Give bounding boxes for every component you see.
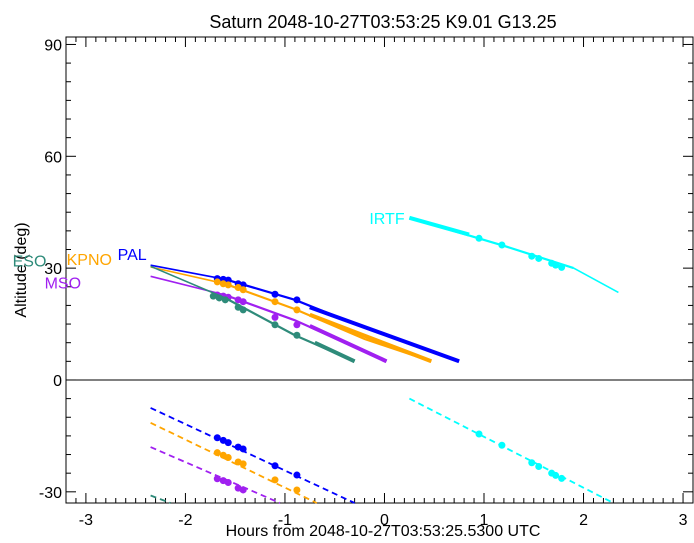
series-line-thick	[313, 340, 356, 364]
chart-title: Saturn 2048-10-27T03:53:25 K9.01 G13.25	[209, 12, 556, 32]
series-point	[271, 313, 279, 321]
series-line-thick	[309, 312, 433, 364]
series-label: MSO	[45, 275, 81, 292]
series-point	[475, 234, 483, 242]
series-line-thick	[308, 324, 388, 364]
series-point-below-horizon	[224, 478, 232, 486]
series-point	[528, 252, 536, 260]
series-point-below-horizon	[498, 441, 506, 449]
series-mso: MSO	[45, 275, 388, 504]
series-point-below-horizon	[558, 474, 566, 482]
series-point	[213, 278, 221, 286]
series-point	[224, 281, 232, 289]
series-point-below-horizon	[535, 462, 543, 470]
series-point	[498, 241, 506, 249]
series-line-dashed	[150, 407, 355, 504]
series-point	[535, 254, 543, 262]
series-line-dashed	[150, 446, 281, 504]
series-point-below-horizon	[213, 434, 221, 442]
series-point	[221, 296, 229, 304]
series-point-below-horizon	[271, 476, 279, 484]
series-kpno: KPNO	[67, 252, 433, 504]
series-point-below-horizon	[224, 439, 232, 447]
series-line-dashed	[150, 494, 171, 504]
series-label: IRTF	[369, 211, 404, 228]
x-tick-label: 3	[679, 512, 688, 529]
series-point-below-horizon	[239, 486, 247, 494]
y-tick-label: 30	[44, 261, 62, 278]
series-point-below-horizon	[271, 462, 279, 470]
series-point	[239, 298, 247, 306]
x-axis-label: Hours from 2048-10-27T03:53:25.5300 UTC	[226, 523, 541, 540]
y-tick-label: 0	[53, 373, 62, 390]
axes-layer: -3 -2 -1 0 1 2 3 -30 0 30 60 90	[39, 37, 694, 529]
y-tick-label: -30	[39, 485, 62, 502]
series-point-below-horizon	[213, 449, 221, 457]
plot-frame	[65, 36, 694, 504]
series-point-below-horizon	[293, 486, 301, 494]
series-irtf: IRTF	[369, 211, 619, 504]
series-point	[239, 286, 247, 294]
series-point-below-horizon	[552, 471, 560, 479]
series-line-thin	[150, 264, 226, 281]
series-point	[293, 296, 301, 304]
series-point	[552, 261, 560, 269]
series-line-thin	[573, 267, 619, 294]
series-point-below-horizon	[239, 460, 247, 468]
series-point	[558, 263, 566, 271]
series-label: ESO	[13, 253, 47, 270]
series-point	[209, 292, 217, 300]
series-pal: PAL	[118, 247, 460, 504]
series-label: PAL	[118, 247, 147, 264]
y-axis-label: Altitude (deg)	[13, 222, 30, 317]
series-point	[215, 294, 223, 302]
y-tick-label: 90	[44, 37, 62, 54]
x-tick-label: 0	[380, 512, 389, 529]
series-point	[293, 306, 301, 314]
series-point	[224, 276, 232, 284]
x-tick-label: 2	[579, 512, 588, 529]
y-tick-label: 60	[44, 149, 62, 166]
series-layer: PAL KPNO MSO ESO IRTF	[13, 211, 619, 504]
series-point-below-horizon	[475, 430, 483, 438]
x-tick-label: -2	[178, 512, 192, 529]
series-eso: ESO	[13, 253, 356, 504]
series-point	[271, 321, 279, 329]
x-tick-label: 1	[480, 512, 489, 529]
series-point-below-horizon	[239, 445, 247, 453]
series-point	[271, 298, 279, 306]
series-line-dashed	[408, 397, 614, 504]
series-point-below-horizon	[293, 471, 301, 479]
series-point-below-horizon	[213, 475, 221, 483]
series-point-below-horizon	[224, 454, 232, 462]
series-point	[293, 331, 301, 339]
series-point	[271, 290, 279, 298]
x-tick-label: -1	[278, 512, 292, 529]
x-tick-label: -3	[79, 512, 93, 529]
series-label: KPNO	[67, 252, 112, 269]
series-point-below-horizon	[528, 459, 536, 467]
series-point	[293, 321, 301, 329]
series-point	[239, 306, 247, 314]
series-line-thin	[150, 266, 226, 285]
series-line-thick	[309, 305, 460, 364]
series-line-thick	[408, 215, 470, 237]
series-line-dashed	[150, 421, 318, 504]
